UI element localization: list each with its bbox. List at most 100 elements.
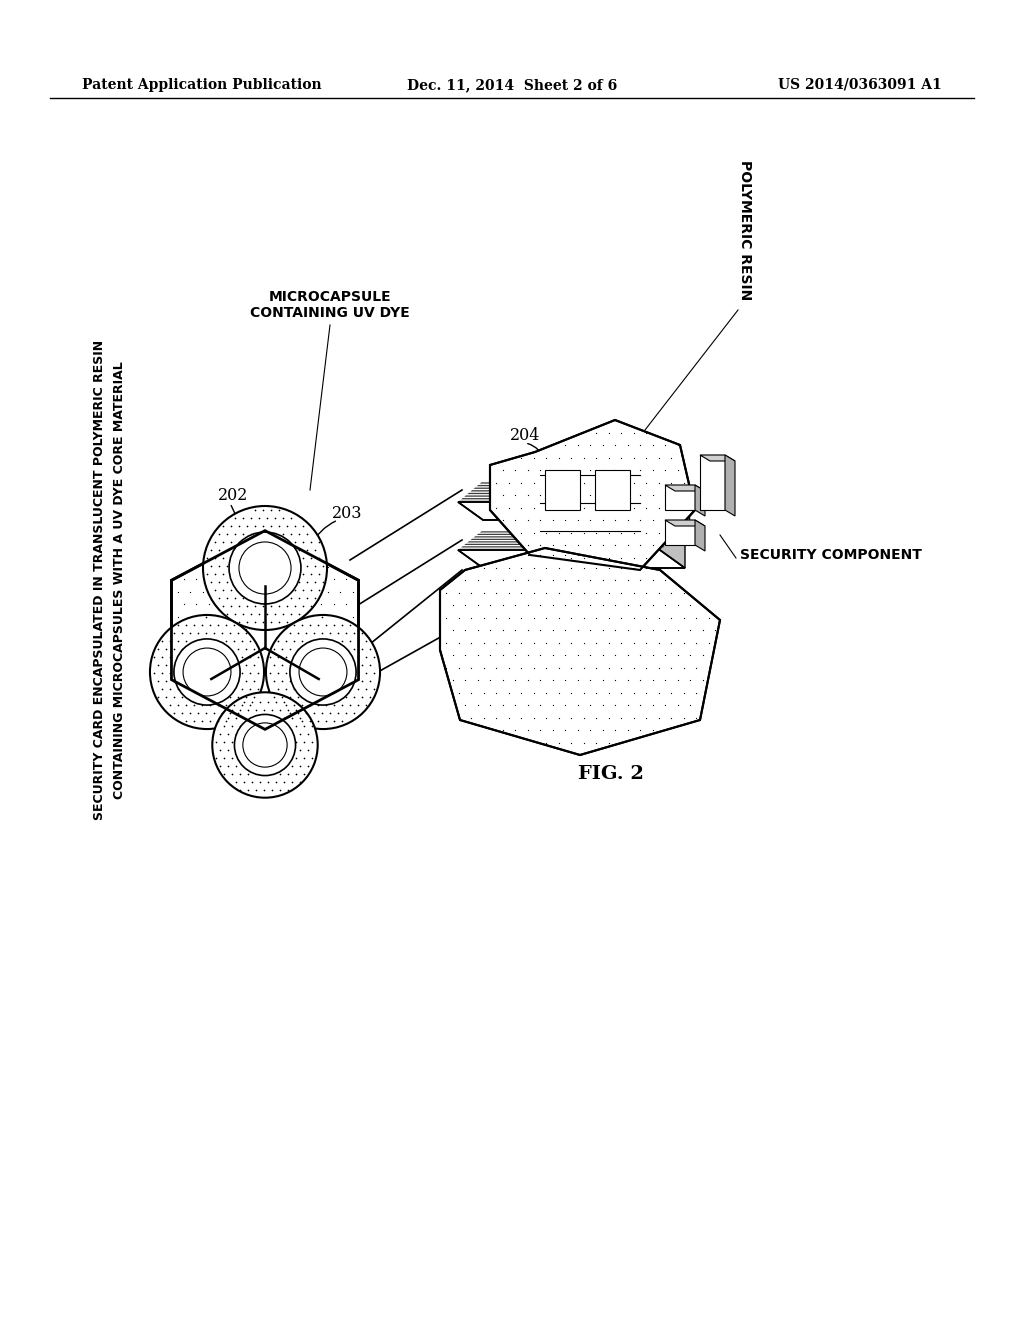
Point (269, 531, 286, 552)
Point (212, 755, 228, 776)
Point (263, 694, 280, 715)
Point (644, 510, 660, 531)
Point (688, 708, 705, 729)
Point (295, 581, 311, 602)
Point (206, 623, 222, 644)
Point (557, 510, 573, 531)
Point (283, 587, 299, 609)
Point (682, 644, 698, 665)
Point (208, 731, 224, 752)
Polygon shape (490, 420, 695, 570)
Point (507, 510, 523, 531)
Point (507, 619, 523, 640)
Point (495, 669, 511, 690)
Point (545, 484, 561, 506)
Point (513, 557, 529, 578)
Point (632, 594, 648, 615)
Point (594, 619, 610, 640)
Point (600, 607, 616, 628)
Point (563, 447, 580, 469)
Point (569, 484, 586, 506)
Point (225, 544, 242, 565)
Point (178, 694, 195, 715)
Point (525, 607, 542, 628)
Point (291, 540, 307, 561)
Point (273, 671, 290, 692)
Point (219, 540, 236, 561)
Point (319, 581, 336, 602)
Point (290, 702, 306, 723)
Point (257, 656, 273, 677)
Point (244, 692, 260, 713)
Point (664, 447, 680, 469)
Point (224, 700, 241, 721)
Point (198, 702, 214, 723)
Point (289, 569, 305, 590)
Point (225, 694, 242, 715)
Point (228, 723, 245, 744)
Point (582, 510, 598, 531)
Point (495, 694, 511, 715)
Point (307, 656, 324, 677)
Point (154, 631, 170, 652)
Point (313, 569, 330, 590)
Point (626, 632, 642, 653)
Point (268, 771, 285, 792)
Point (563, 731, 580, 752)
Point (213, 694, 229, 715)
Point (251, 507, 267, 528)
Point (257, 556, 273, 577)
Point (326, 569, 342, 590)
Point (207, 631, 223, 652)
Point (488, 632, 505, 653)
Point (311, 564, 328, 585)
Point (463, 607, 479, 628)
Point (538, 632, 554, 653)
Point (575, 731, 592, 752)
Point (545, 719, 561, 741)
Point (242, 631, 258, 652)
Point (215, 579, 231, 601)
Point (219, 524, 236, 545)
Point (588, 422, 604, 444)
Point (700, 657, 717, 678)
Point (229, 623, 246, 644)
Point (247, 499, 263, 520)
Point (650, 496, 667, 517)
Point (313, 623, 330, 644)
Point (295, 515, 311, 536)
Point (682, 484, 698, 506)
Point (575, 447, 592, 469)
Point (243, 507, 259, 528)
Point (513, 657, 529, 678)
Point (246, 655, 262, 676)
Point (307, 587, 324, 609)
Text: SECURITY COMPONENT: SECURITY COMPONENT (740, 548, 922, 562)
Point (213, 669, 229, 690)
Point (632, 719, 648, 741)
Point (247, 515, 263, 536)
Point (218, 694, 234, 715)
Point (531, 544, 548, 565)
Point (292, 708, 308, 729)
Point (469, 694, 485, 715)
Point (307, 581, 324, 602)
Point (607, 484, 624, 506)
Point (211, 540, 227, 561)
Point (582, 619, 598, 640)
Point (600, 557, 616, 578)
Point (366, 678, 382, 700)
Point (525, 496, 542, 517)
Point (210, 694, 226, 715)
Point (223, 515, 240, 536)
Point (613, 657, 630, 678)
Point (338, 669, 354, 690)
Point (246, 639, 262, 660)
Point (225, 644, 242, 665)
Point (294, 631, 310, 652)
Point (215, 548, 231, 569)
Point (260, 771, 276, 792)
Point (346, 686, 362, 708)
Point (600, 546, 616, 568)
Point (545, 535, 561, 556)
